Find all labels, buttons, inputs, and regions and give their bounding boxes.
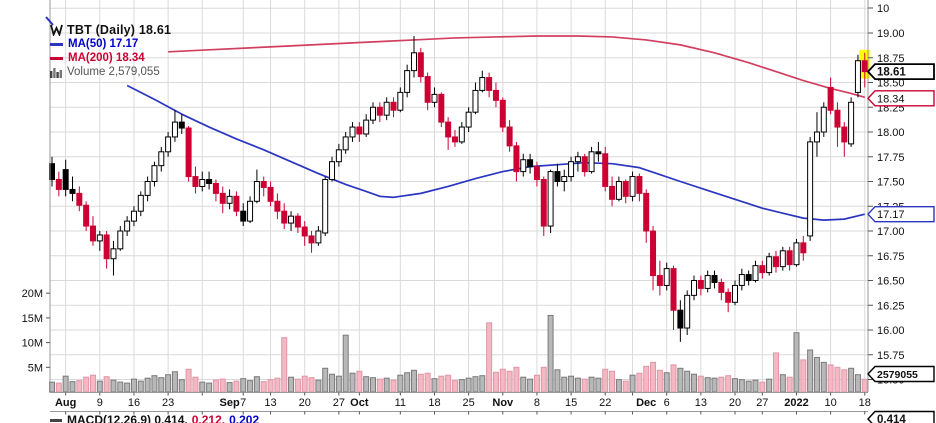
legend-ma50-row: MA(50) 17.17 [50,37,171,51]
date-axis-label: 20 [729,397,741,409]
macd-value-main: MACD(12,26,9) 0.414, [67,413,188,423]
date-axis-label: 7 [240,397,246,409]
axis-callout-value: 17.17 [877,209,905,221]
axis-callout [867,365,935,383]
price-axis-label: 17.00 [877,226,905,238]
date-axis-label: 18 [428,397,440,409]
date-axis-label: 27 [333,397,345,409]
chart-legend: TBT (Daily) 18.61 MA(50) 17.17 MA(200) 1… [50,23,171,79]
axis-layer: 19.0018.7518.5018.2518.0017.7517.5017.25… [22,0,905,415]
ma50-label: MA(50) 17.17 [68,38,139,50]
volume-axis-label: 10M [22,338,43,350]
price-axis-label: 16.25 [877,300,905,312]
date-axis-label: 25 [463,397,475,409]
date-axis-label: 2022 [784,397,808,409]
date-axis-label: 13 [695,397,707,409]
date-axis-label: 23 [162,397,174,409]
date-axis-label: Nov [492,397,514,409]
volume-axis-label: 15M [22,313,43,325]
price-axis-label: 17.50 [877,177,905,189]
ma50-line-swatch-icon [50,42,63,46]
date-axis-label: 6 [664,397,670,409]
axis-callout [867,410,935,423]
date-axis-label: 20 [299,397,311,409]
symbol-title: TBT (Daily) 18.61 [67,23,172,37]
date-axis-label: 15 [565,397,577,409]
price-axis-top-partial-label: 10 [877,3,889,15]
price-axis-label: 17.75 [877,152,905,164]
volume-axis-label: 20M [22,288,43,300]
date-axis-label: Aug [55,397,76,409]
axis-callout-value: 2579055 [877,369,918,381]
volume-layer [49,314,868,393]
price-axis-label: 18.00 [877,127,905,139]
axis-callout [866,63,935,81]
stockcharts-logo-icon [50,24,64,36]
price-axis-label: 16.50 [877,276,905,288]
date-axis-label: Sep [219,397,239,409]
legend-ma200-row: MA(200) 18.34 [50,51,171,65]
price-axis-label: 16.00 [877,325,905,337]
price-axis-label: 18.75 [877,53,905,65]
macd-line-swatch-icon [50,418,62,422]
legend-title-row: TBT (Daily) 18.61 [50,23,171,37]
date-axis-label: Oct [350,397,369,409]
date-axis-label: 16 [128,397,140,409]
axis-callout-value: 18.34 [877,93,905,105]
date-axis-label: 11 [395,397,406,409]
ma200-line-swatch-icon [50,56,63,60]
date-axis-label: 27 [756,397,768,409]
volume-axis-label: 5M [28,362,43,374]
axis-callout [867,90,935,107]
date-axis-label: Dec [636,397,656,409]
volume-label: Volume 2,579,055 [67,66,160,78]
ma200-label: MA(200) 18.34 [68,52,145,64]
legend-volume-row: Volume 2,579,055 [50,65,171,79]
macd-value-hist: 0.202 [229,413,260,423]
axis-callout [867,205,935,223]
price-axis-label: 19.00 [877,28,905,40]
date-axis-label: 13 [264,397,276,409]
ma-layer [126,35,866,221]
candles-layer [49,35,868,342]
price-axis-label: 15.75 [877,350,905,362]
date-axis-label: 8 [534,397,540,409]
grid-layer [50,0,868,392]
date-axis-label: 10 [824,397,836,409]
axis-callout-value: 18.61 [877,67,906,79]
price-axis-label: 16.75 [877,251,905,263]
macd-value-signal: 0.212, [191,413,226,423]
price-axis-label: 18.50 [877,78,905,90]
axis-callout-value: 0.414 [877,414,906,423]
macd-legend-strip: MACD(12,26,9) 0.414, 0.212, 0.202 [50,413,259,423]
annotation-mark [45,16,54,26]
callout-layer: 18.61 18.34 17.17 2579055 0.414 [866,63,935,423]
date-axis-label: 22 [599,397,611,409]
date-axis-label: 18 [859,397,871,409]
volume-bars-icon [50,66,64,78]
date-axis-label: 9 [97,397,103,409]
